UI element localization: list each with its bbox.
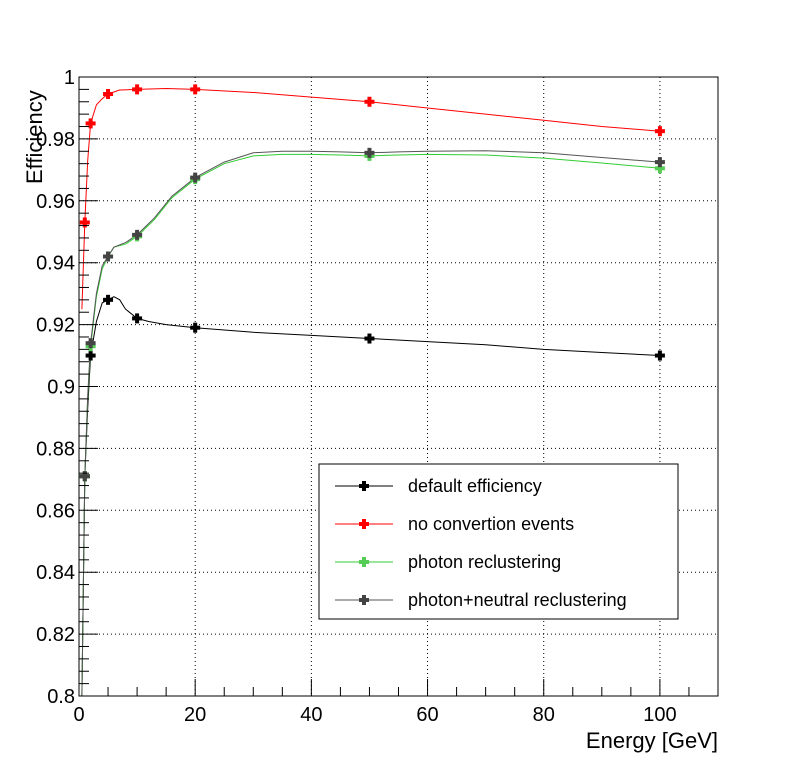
marker-vbar: [88, 350, 93, 361]
marker-vbar: [135, 313, 140, 324]
data-point-series-1: [103, 89, 114, 100]
y-tick-label: 0.86: [36, 500, 75, 522]
data-point-series-1: [190, 84, 201, 95]
data-point-series-1: [79, 217, 90, 228]
legend-label: no convertion events: [408, 514, 574, 534]
legend-label: photon reclustering: [408, 552, 561, 572]
marker-vbar: [135, 229, 140, 240]
data-point-series-3: [132, 229, 143, 240]
series-markers: [79, 84, 665, 482]
x-tick-label: 60: [416, 704, 438, 726]
marker-vbar: [362, 481, 366, 491]
marker-vbar: [193, 172, 198, 183]
data-point-series-0: [103, 294, 114, 305]
x-tick-label: 0: [73, 704, 84, 726]
y-tick-label: 0.96: [36, 191, 75, 213]
marker-vbar: [657, 126, 662, 137]
data-point-series-0: [364, 333, 375, 344]
y-tick-label: 1: [64, 67, 75, 89]
y-axis-title: Efficiency: [22, 90, 47, 184]
legend-label: default efficiency: [408, 476, 542, 496]
data-point-series-0: [654, 350, 665, 361]
data-point-series-3: [364, 147, 375, 158]
marker-vbar: [362, 557, 366, 567]
marker-vbar: [367, 96, 372, 107]
marker-vbar: [362, 519, 366, 529]
legend-marker: [359, 557, 369, 567]
y-tick-label: 0.82: [36, 624, 75, 646]
marker-vbar: [88, 338, 93, 349]
marker-vbar: [657, 163, 662, 174]
y-tick-label: 0.8: [47, 686, 75, 708]
y-tick-label: 0.94: [36, 253, 75, 275]
x-tick-label: 80: [533, 704, 555, 726]
legend-marker: [359, 481, 369, 491]
data-point-series-3: [103, 251, 114, 262]
legend-marker: [359, 595, 369, 605]
marker-vbar: [657, 157, 662, 168]
legend: default efficiency no convertion events ph…: [318, 463, 679, 620]
y-tick-label: 0.98: [36, 129, 75, 151]
y-tick-label: 0.88: [36, 438, 75, 460]
data-point-series-1: [132, 84, 143, 95]
y-tick-label: 0.84: [36, 562, 75, 584]
x-tick-label: 100: [643, 704, 676, 726]
marker-vbar: [367, 333, 372, 344]
data-point-series-0: [132, 313, 143, 324]
marker-vbar: [367, 147, 372, 158]
y-tick-label: 0.9: [47, 377, 75, 399]
data-point-series-1: [85, 118, 96, 129]
data-point-series-3: [190, 172, 201, 183]
marker-vbar: [106, 89, 111, 100]
data-point-series-3: [79, 471, 90, 482]
x-tick-label: 20: [184, 704, 206, 726]
x-tick-label: 40: [300, 704, 322, 726]
data-point-series-0: [85, 350, 96, 361]
legend-box: [318, 463, 679, 620]
marker-vbar: [106, 294, 111, 305]
marker-vbar: [135, 84, 140, 95]
series-curve-0: [81, 296, 660, 697]
data-point-series-2: [654, 163, 665, 174]
legend-label: photon+neutral reclustering: [408, 590, 627, 610]
marker-vbar: [82, 217, 87, 228]
data-point-series-1: [364, 96, 375, 107]
data-point-series-1: [654, 126, 665, 137]
legend-marker: [359, 519, 369, 529]
data-point-series-0: [190, 322, 201, 333]
marker-vbar: [657, 350, 662, 361]
axes: 0 20 40 60 80 100 0.8 0.82 0.84 0.86 0.88 0.9 0.92 0.…: [36, 67, 719, 726]
x-axis-title: Energy [GeV]: [586, 728, 718, 753]
y-tick-label: 0.92: [36, 315, 75, 337]
data-point-series-3: [654, 157, 665, 168]
marker-vbar: [193, 84, 198, 95]
data-point-series-3: [85, 338, 96, 349]
marker-vbar: [106, 251, 111, 262]
marker-vbar: [88, 118, 93, 129]
marker-vbar: [82, 471, 87, 482]
marker-vbar: [362, 595, 366, 605]
marker-vbar: [193, 322, 198, 333]
